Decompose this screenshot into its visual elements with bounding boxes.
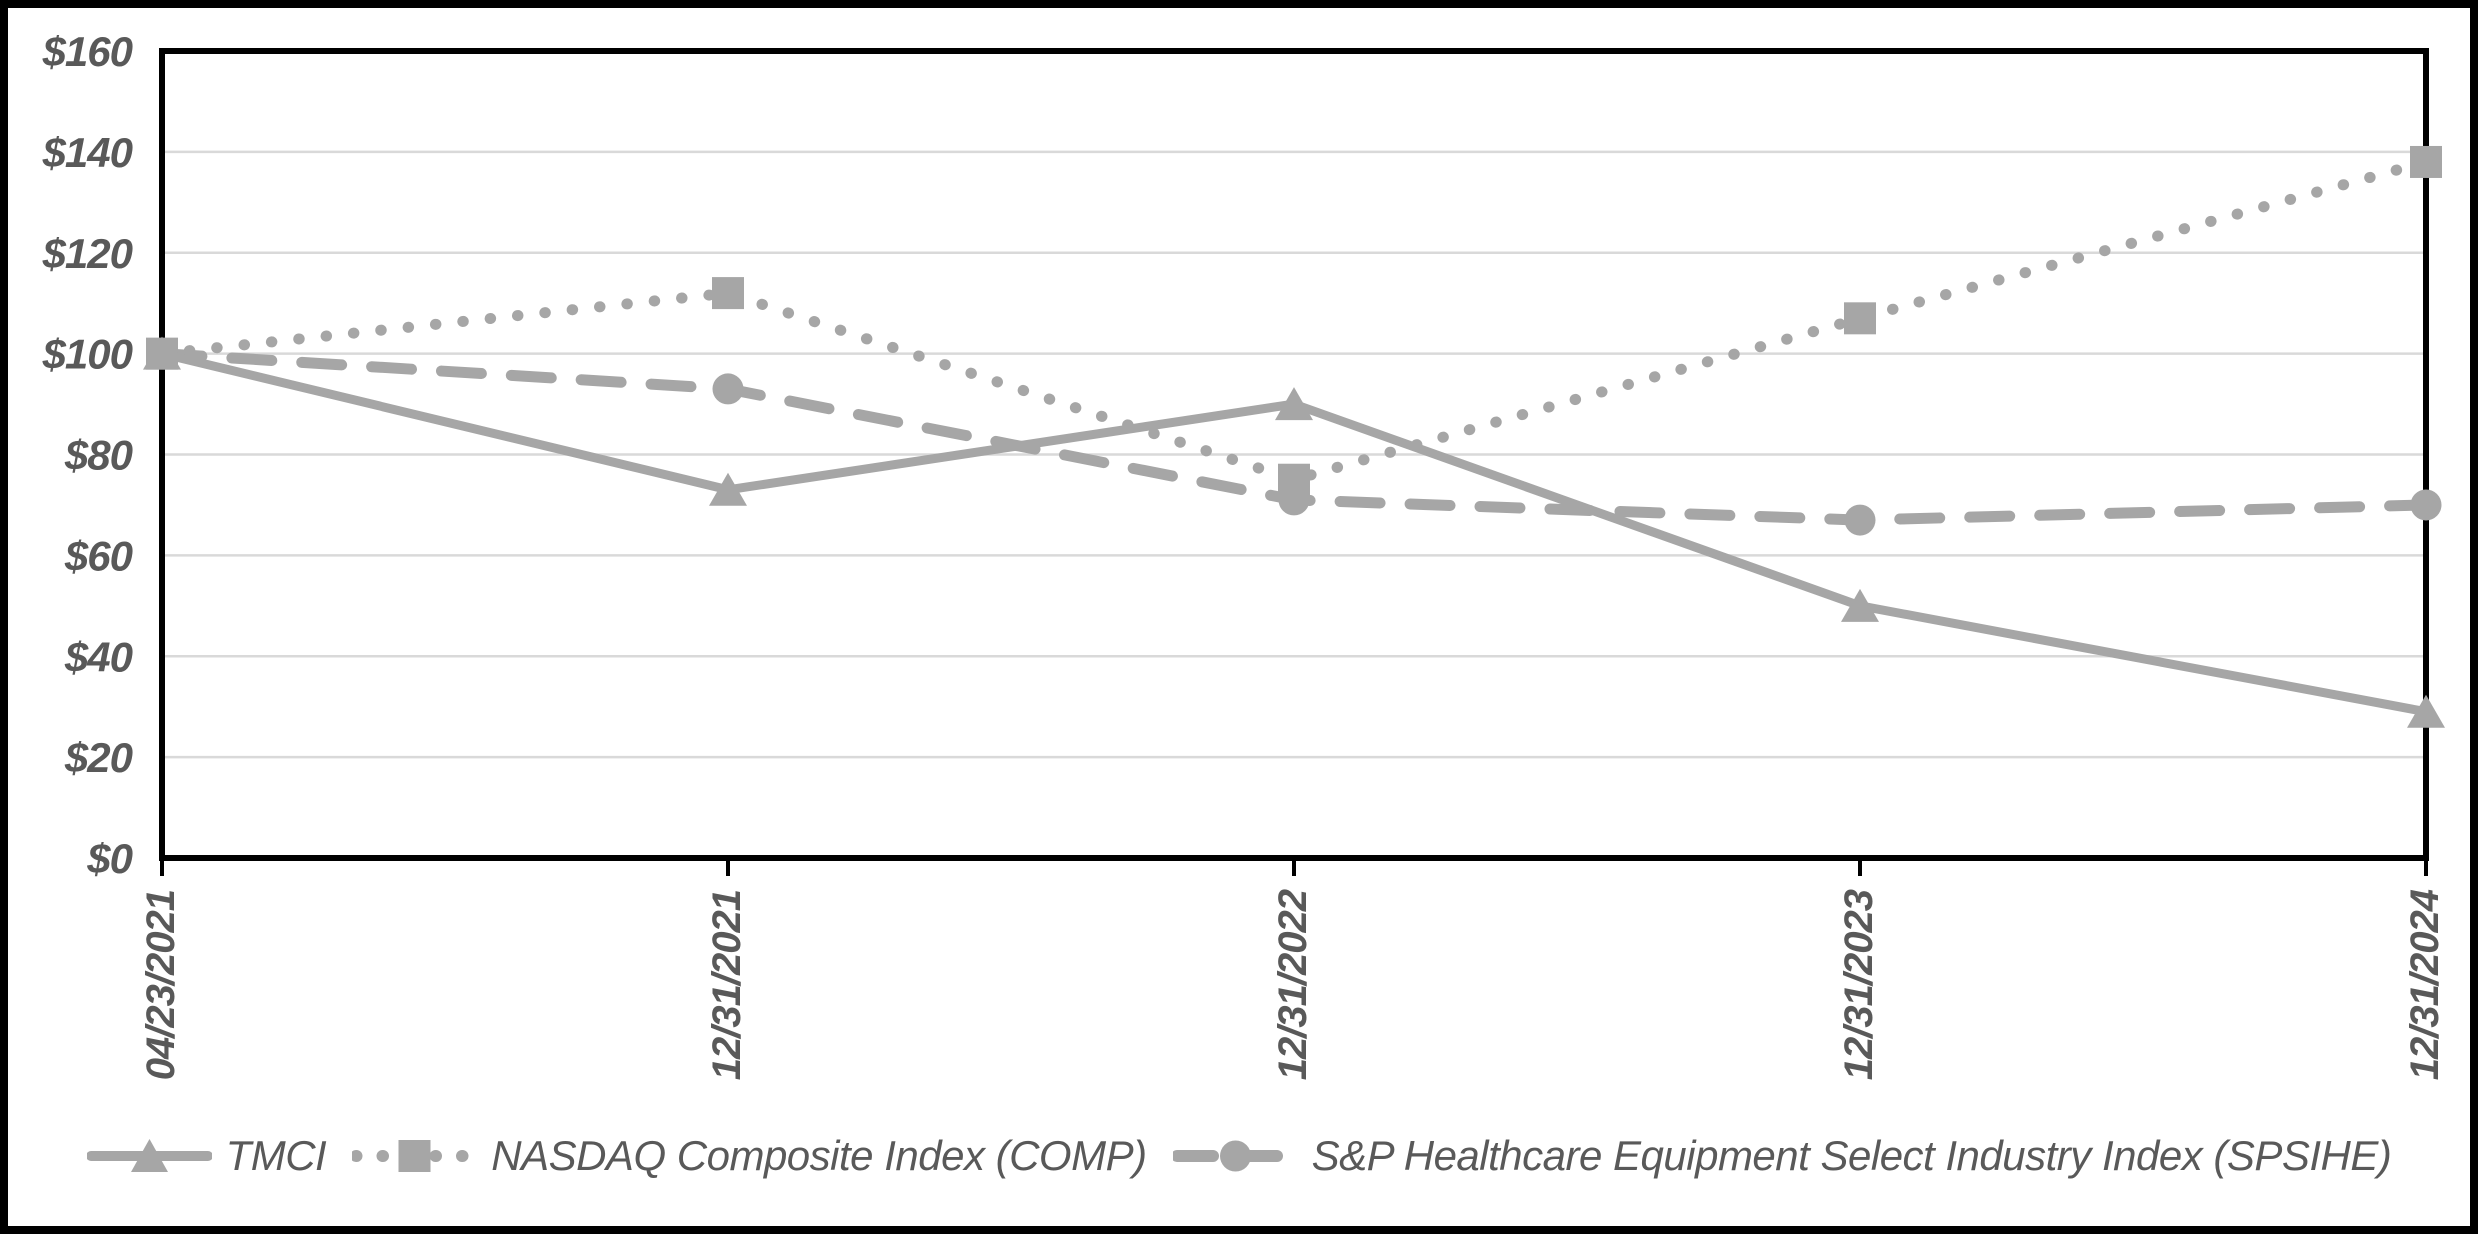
y-axis-tick-label: $120 [42, 230, 133, 277]
y-axis-tick-label: $80 [64, 432, 133, 479]
marker-square-nasdaq-composite-index-comp [712, 277, 744, 310]
y-axis-tick-label: $140 [42, 129, 133, 176]
y-axis-tick-label: $160 [42, 28, 133, 75]
marker-triangle-tmci [2407, 694, 2445, 728]
x-axis-tick-label: 12/31/2021 [705, 890, 749, 1080]
triangle-icon [130, 1139, 168, 1172]
legend-item-s-p-healthcare-equipment-select-industry-index-spsihe: S&P Healthcare Equipment Select Industry… [1172, 1132, 2392, 1179]
legend-label: NASDAQ Composite Index (COMP) [491, 1132, 1147, 1179]
legend-sample-square-dotted [352, 1140, 478, 1172]
circle-icon [1219, 1140, 1251, 1172]
marker-square-nasdaq-composite-index-comp [2410, 145, 2442, 178]
legend-sample-triangle-solid [86, 1139, 212, 1172]
marker-square-nasdaq-composite-index-comp [1844, 302, 1876, 335]
y-axis-tick-label: $40 [64, 633, 133, 680]
y-axis-tick-label: $0 [86, 835, 132, 882]
y-axis-tick-label: $60 [64, 532, 133, 579]
marker-circle-s-p-healthcare-equipment-select-industry-index-spsihe [1844, 504, 1876, 536]
x-axis-tick-label: 12/31/2024 [2403, 889, 2447, 1080]
x-axis-tick-label: 04/23/2021 [139, 890, 183, 1080]
legend: TMCI NASDAQ Composite Index (COMP) S&P Hea… [0, 1134, 2478, 1178]
marker-circle-s-p-healthcare-equipment-select-industry-index-spsihe [1278, 484, 1310, 516]
square-icon [398, 1140, 431, 1172]
marker-circle-s-p-healthcare-equipment-select-industry-index-spsihe [712, 373, 744, 405]
marker-triangle-tmci [709, 472, 747, 506]
legend-sample-circle-dashed [1172, 1140, 1298, 1172]
marker-circle-s-p-healthcare-equipment-select-industry-index-spsihe [2410, 489, 2442, 521]
legend-label: TMCI [225, 1132, 327, 1179]
x-axis-tick-label: 12/31/2022 [1271, 889, 1315, 1080]
legend-item-tmci: TMCI [86, 1132, 327, 1179]
legend-label: S&P Healthcare Equipment Select Industry… [1311, 1132, 2392, 1179]
y-axis-tick-label: $100 [42, 331, 133, 378]
legend-item-nasdaq-composite-index-comp: NASDAQ Composite Index (COMP) [352, 1132, 1147, 1179]
y-axis-tick-label: $20 [64, 734, 133, 781]
marker-triangle-tmci [1275, 387, 1313, 421]
marker-triangle-tmci [1841, 588, 1879, 622]
x-axis-tick-label: 12/31/2023 [1837, 889, 1881, 1080]
series-line-nasdaq-composite-index-comp [156, 156, 2432, 486]
marker-triangle-tmci [143, 336, 181, 370]
